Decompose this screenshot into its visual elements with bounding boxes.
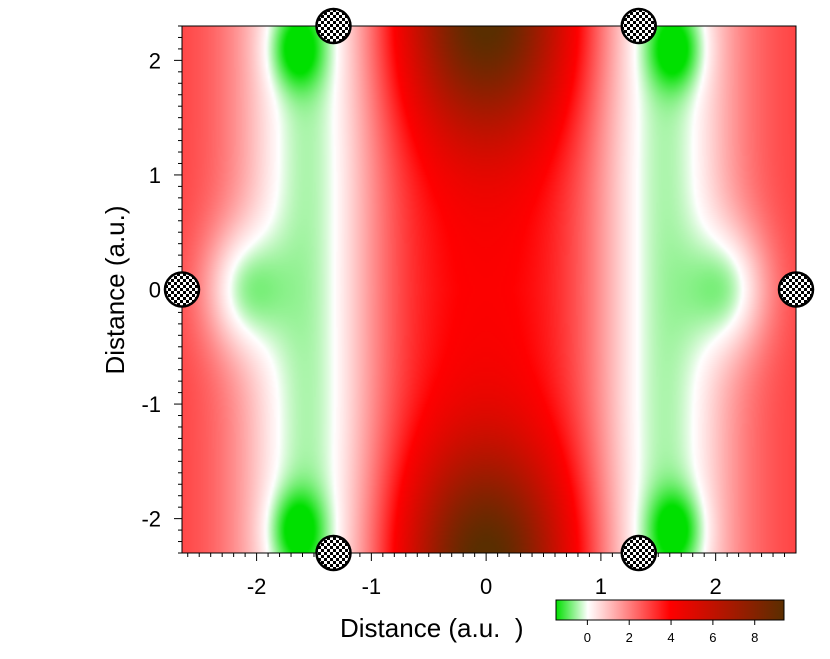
- atom-marker: [777, 271, 815, 308]
- y-tick-label: -2: [141, 507, 161, 532]
- x-axis-title: Distance (a.u. ): [340, 613, 524, 643]
- atom-marker: [315, 534, 352, 572]
- colorbar-bar: [555, 599, 785, 621]
- x-tick-label: -1: [362, 574, 382, 599]
- heatmap-field: [182, 26, 796, 553]
- atom-marker: [620, 7, 658, 45]
- plot-area: [181, 25, 797, 554]
- y-tick-label: 2: [149, 48, 161, 73]
- colorbar: 0 2 4 6 8: [555, 599, 785, 645]
- y-tick-label: 1: [149, 163, 161, 188]
- colorbar-tick-label: 2: [626, 630, 633, 645]
- atom-marker: [620, 534, 658, 572]
- atom-marker: [163, 271, 201, 308]
- x-tick-label: 0: [480, 574, 492, 599]
- y-tick-label: 0: [149, 278, 161, 303]
- colorbar-tick-label: 4: [667, 630, 674, 645]
- x-axis: -2 -1 0 1 2: [187, 553, 786, 599]
- y-axis-title: Distance (a.u.): [100, 205, 130, 374]
- atom-markers: [163, 7, 815, 572]
- colorbar-tick-label: 8: [751, 630, 758, 645]
- x-tick-label: 1: [595, 574, 607, 599]
- colorbar-tick-label: 0: [584, 630, 591, 645]
- x-tick-label: 2: [710, 574, 722, 599]
- colorbar-tick-label: 6: [709, 630, 716, 645]
- y-tick-label: -1: [141, 392, 161, 417]
- atom-marker: [315, 7, 352, 45]
- y-axis: 2 1 0 -1 -2: [141, 25, 182, 554]
- colorbar-ticks: 0 2 4 6 8: [584, 620, 758, 645]
- x-tick-label: -2: [247, 574, 267, 599]
